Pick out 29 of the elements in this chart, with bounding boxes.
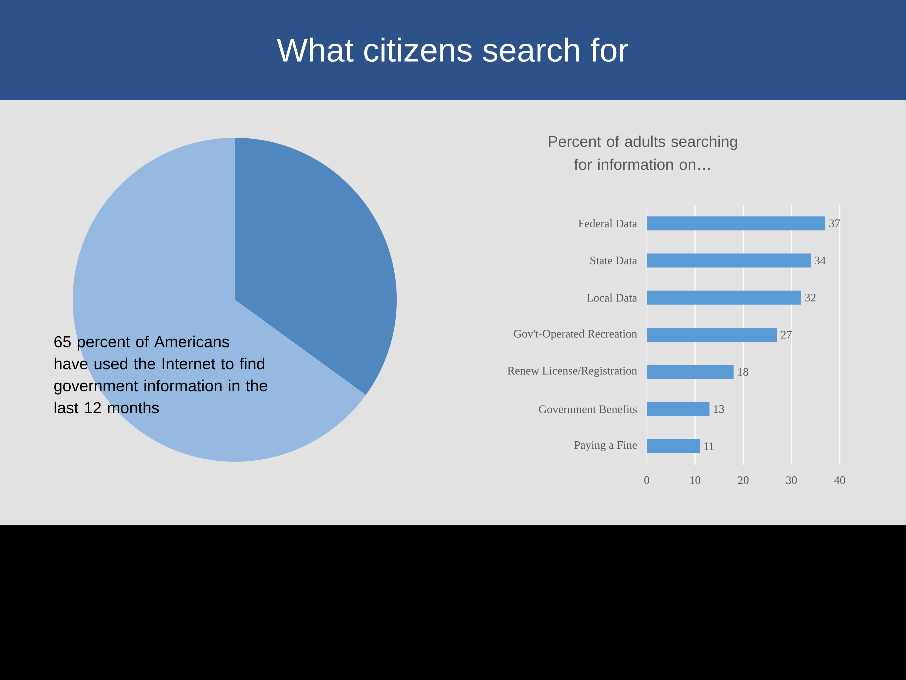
y-tick-label: Gov't-Operated Recreation bbox=[514, 330, 638, 340]
y-tick-label: Federal Data bbox=[578, 220, 638, 228]
bar bbox=[647, 439, 700, 454]
data-label: 13 bbox=[714, 405, 724, 414]
x-tick-label: 30 bbox=[786, 476, 798, 484]
bar bbox=[647, 365, 734, 380]
y-tick-label: Renew License/Registration bbox=[508, 367, 638, 378]
text: 65 percent of Americans have used the Internet to find government information in the last 12 months bbox=[54, 336, 268, 414]
bar bbox=[647, 216, 826, 231]
data-label: 27 bbox=[781, 331, 792, 339]
x-tick-label: 40 bbox=[834, 476, 846, 484]
y-tick-label: State Data bbox=[590, 256, 638, 265]
chart-title: What citizens search for bbox=[277, 38, 628, 62]
x-tick-label: 10 bbox=[690, 476, 701, 484]
bar bbox=[647, 254, 812, 268]
x-tick-label: 20 bbox=[738, 476, 749, 484]
y-tick-label: Local Data bbox=[587, 294, 638, 302]
bar bbox=[647, 290, 802, 305]
data-label: 32 bbox=[805, 294, 816, 302]
data-label: 11 bbox=[704, 442, 714, 450]
y-tick-label: Government Benefits bbox=[539, 405, 638, 414]
bar bbox=[647, 402, 710, 416]
y-tick-label: Paying a Fine bbox=[574, 441, 638, 452]
data-label: 18 bbox=[738, 368, 748, 376]
bar bbox=[647, 328, 778, 342]
data-label: 37 bbox=[830, 220, 840, 228]
x-tick-label: 0 bbox=[644, 476, 650, 484]
chart-title: Percent of adults searching for information on… bbox=[549, 136, 738, 170]
data-label: 34 bbox=[815, 256, 826, 265]
